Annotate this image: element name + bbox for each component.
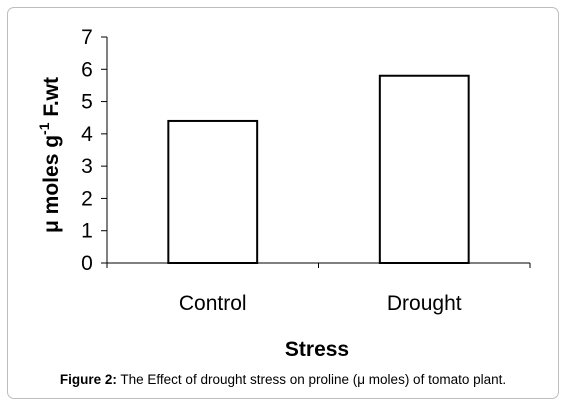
caption-text: The Effect of drought stress on proline … [116, 372, 507, 387]
y-axis-label-superscript: -1 [36, 122, 52, 135]
y-tick-label: 1 [81, 220, 93, 243]
figure-caption: Figure 2: The Effect of drought stress o… [0, 372, 566, 387]
bar-control [167, 119, 259, 264]
y-axis-label: μ moles g-1 F.wt [36, 77, 63, 233]
y-axis: 0 1 2 3 4 5 6 7 [81, 26, 108, 275]
bars [167, 74, 470, 264]
y-tick-label: 0 [81, 252, 93, 275]
caption-label: Figure 2: [59, 372, 117, 387]
x-axis-label: Stress [285, 338, 349, 361]
y-tick-label: 7 [81, 26, 93, 49]
y-tick-label: 5 [81, 91, 93, 114]
y-tick-label: 3 [81, 155, 93, 178]
y-axis-label-unit: F.wt [40, 77, 63, 123]
y-tick-label: 2 [81, 187, 93, 210]
x-category-label: Control [179, 292, 247, 315]
y-tick-label: 4 [81, 123, 93, 146]
y-tick-label: 6 [81, 58, 93, 81]
x-axis: Control Drought [106, 262, 531, 315]
y-axis-label-main: μ moles g [40, 135, 63, 233]
bar-drought [378, 74, 470, 264]
x-category-label: Drought [387, 292, 462, 315]
